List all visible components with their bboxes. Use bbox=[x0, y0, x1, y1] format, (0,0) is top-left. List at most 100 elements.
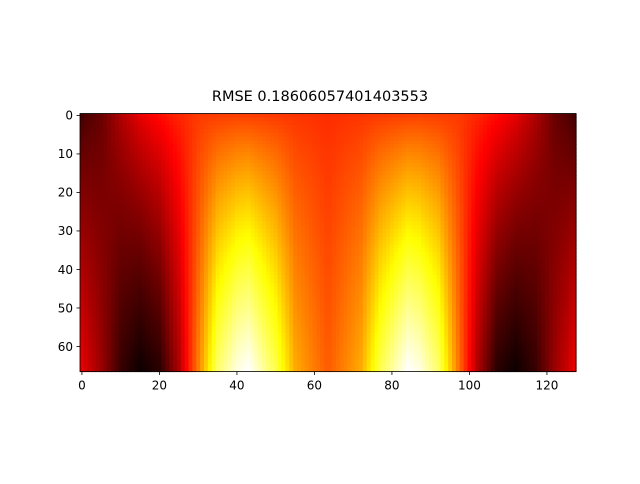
heatmap-cell bbox=[324, 229, 329, 234]
heatmap-cell bbox=[320, 255, 325, 261]
heatmap-cell bbox=[436, 117, 441, 122]
heatmap-cell bbox=[297, 229, 302, 234]
heatmap-cell bbox=[459, 194, 465, 199]
heatmap-cell bbox=[246, 225, 252, 230]
heatmap-cell bbox=[269, 194, 275, 199]
heatmap-cell bbox=[80, 182, 85, 188]
heatmap-cell bbox=[362, 255, 368, 261]
heatmap-cell bbox=[417, 190, 422, 195]
heatmap-cell bbox=[444, 259, 449, 265]
heatmap-cell bbox=[176, 186, 182, 192]
heatmap-cell bbox=[452, 255, 457, 261]
heatmap-cell bbox=[254, 132, 259, 138]
heatmap-cell bbox=[568, 128, 573, 134]
heatmap-cell bbox=[444, 144, 449, 149]
heatmap-cell bbox=[235, 240, 240, 246]
heatmap-cell bbox=[293, 259, 298, 265]
heatmap-cell bbox=[432, 163, 438, 169]
heatmap-cell bbox=[192, 175, 197, 180]
heatmap-cell bbox=[548, 159, 554, 165]
heatmap-cell bbox=[258, 225, 263, 230]
heatmap-cell bbox=[413, 248, 418, 253]
heatmap-cell bbox=[277, 209, 283, 215]
heatmap-cell bbox=[130, 136, 135, 142]
heatmap-cell bbox=[424, 252, 430, 257]
heatmap-cell bbox=[382, 259, 387, 265]
heatmap-cell bbox=[409, 144, 414, 149]
heatmap-cell bbox=[393, 221, 399, 226]
heatmap-cell bbox=[258, 152, 263, 157]
heatmap-cell bbox=[444, 167, 449, 172]
heatmap-cell bbox=[452, 225, 457, 230]
heatmap-cell bbox=[463, 202, 469, 207]
heatmap-cell bbox=[153, 163, 159, 169]
heatmap-cell bbox=[304, 209, 310, 215]
heatmap-cell bbox=[409, 202, 414, 207]
heatmap-cell bbox=[525, 252, 531, 257]
heatmap-cell bbox=[200, 163, 205, 169]
heatmap-cell bbox=[572, 244, 577, 249]
heatmap-cell bbox=[165, 121, 170, 126]
heatmap-cell bbox=[153, 198, 159, 203]
heatmap-cell bbox=[463, 136, 469, 142]
heatmap-cell bbox=[211, 125, 217, 130]
heatmap-cell bbox=[386, 213, 391, 219]
heatmap-cell bbox=[494, 221, 500, 226]
heatmap-cell bbox=[126, 213, 131, 219]
heatmap-cell bbox=[382, 229, 387, 234]
heatmap-cell bbox=[448, 186, 453, 192]
heatmap-cell bbox=[165, 229, 170, 234]
heatmap-cell bbox=[293, 217, 298, 222]
heatmap-cell bbox=[258, 178, 263, 184]
heatmap-cell bbox=[215, 167, 221, 172]
heatmap-cell bbox=[126, 178, 131, 184]
heatmap-cell bbox=[153, 128, 159, 134]
heatmap-cell bbox=[568, 132, 573, 138]
heatmap-cell bbox=[269, 117, 275, 122]
heatmap-cell bbox=[424, 140, 430, 145]
heatmap-cell bbox=[91, 255, 97, 261]
heatmap-cell bbox=[219, 213, 224, 219]
heatmap-cell bbox=[107, 121, 112, 126]
heatmap-cell bbox=[87, 225, 93, 230]
heatmap-cell bbox=[118, 232, 124, 238]
heatmap-cell bbox=[335, 255, 341, 261]
heatmap-cell bbox=[328, 152, 333, 157]
heatmap-cell bbox=[281, 209, 286, 215]
heatmap-cell bbox=[533, 232, 538, 238]
heatmap-cell bbox=[339, 182, 345, 188]
heatmap-cell bbox=[99, 194, 104, 199]
heatmap-cell bbox=[362, 217, 368, 222]
heatmap-cell bbox=[386, 128, 391, 134]
heatmap-cell bbox=[351, 202, 356, 207]
heatmap-cell bbox=[312, 132, 317, 138]
heatmap-cell bbox=[188, 178, 193, 184]
heatmap-cell bbox=[517, 198, 523, 203]
heatmap-cell bbox=[122, 155, 128, 161]
heatmap-cell bbox=[417, 117, 422, 122]
heatmap-cell bbox=[359, 248, 364, 253]
heatmap-cell bbox=[343, 125, 348, 130]
heatmap-cell bbox=[258, 132, 263, 138]
heatmap-cell bbox=[161, 194, 166, 199]
heatmap-cell bbox=[351, 232, 356, 238]
heatmap-cell bbox=[467, 194, 472, 199]
heatmap-cell bbox=[362, 128, 368, 134]
heatmap-cell bbox=[130, 252, 135, 257]
heatmap-cell bbox=[165, 213, 170, 219]
heatmap-cell bbox=[107, 217, 112, 222]
heatmap-cell bbox=[246, 167, 252, 172]
heatmap-cell bbox=[521, 113, 527, 118]
heatmap-cell bbox=[510, 152, 515, 157]
heatmap-cell bbox=[355, 205, 360, 211]
heatmap-cell bbox=[440, 152, 445, 157]
heatmap-cell bbox=[258, 125, 263, 130]
heatmap-cell bbox=[289, 171, 294, 176]
heatmap-cell bbox=[366, 229, 372, 234]
heatmap-cell bbox=[142, 136, 147, 142]
heatmap-cell bbox=[386, 125, 391, 130]
heatmap-cell bbox=[111, 232, 116, 238]
heatmap-cell bbox=[200, 175, 205, 180]
heatmap-cell bbox=[490, 213, 496, 219]
heatmap-cell bbox=[91, 236, 97, 242]
